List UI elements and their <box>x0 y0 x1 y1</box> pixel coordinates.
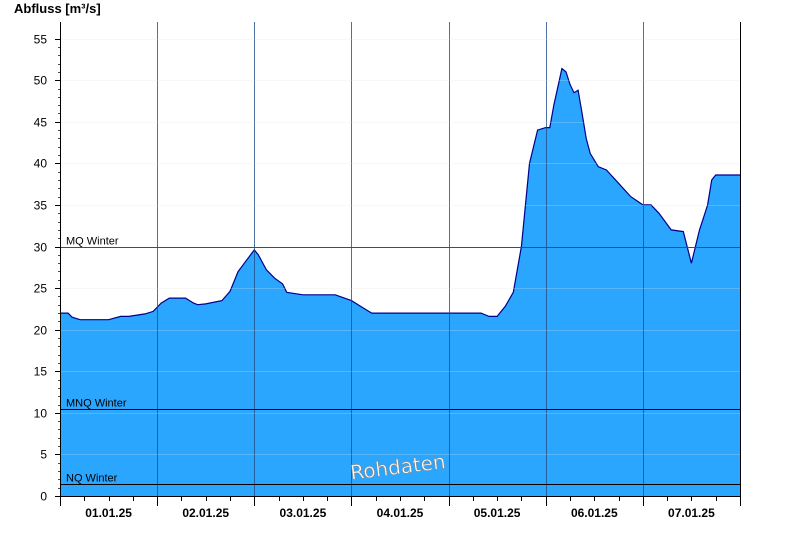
y-tick-label: 30 <box>34 241 48 255</box>
y-tick-label: 25 <box>34 282 48 296</box>
y-tick-label: 10 <box>34 407 48 421</box>
y-tick-label: 5 <box>40 448 47 462</box>
axes-layer: 0 5 10 15 20 25 30 35 40 45 50 55 01.01.25 02.01.25 03… <box>34 22 741 520</box>
y-tick-label: 55 <box>34 33 48 47</box>
discharge-area-layer <box>60 67 740 496</box>
y-tick-label: 20 <box>34 324 48 338</box>
y-tick-label: 15 <box>34 365 48 379</box>
x-tick-label: 07.01.25 <box>668 506 715 520</box>
x-tick-label: 03.01.25 <box>280 506 327 520</box>
discharge-line <box>60 67 740 321</box>
x-tick-label: 01.01.25 <box>85 506 132 520</box>
discharge-area <box>60 68 740 496</box>
reference-line-label: MQ Winter <box>66 236 119 248</box>
reference-line-label: NQ Winter <box>66 473 118 485</box>
y-tick-label: 35 <box>34 199 48 213</box>
y-axis-title: Abfluss [m³/s] <box>14 1 101 16</box>
x-tick-label: 05.01.25 <box>474 506 521 520</box>
x-tick-label: 04.01.25 <box>377 506 424 520</box>
y-tick-label: 50 <box>34 74 48 88</box>
x-tick-label: 02.01.25 <box>182 506 229 520</box>
y-tick-label: 0 <box>40 490 47 504</box>
y-tick-label: 40 <box>34 157 48 171</box>
y-tick-label: 45 <box>34 116 48 130</box>
reference-line-label: MNQ Winter <box>66 398 127 410</box>
reference-lines-layer: MQ Winter MNQ Winter NQ Winter <box>60 236 740 485</box>
x-tick-label: 06.01.25 <box>571 506 618 520</box>
